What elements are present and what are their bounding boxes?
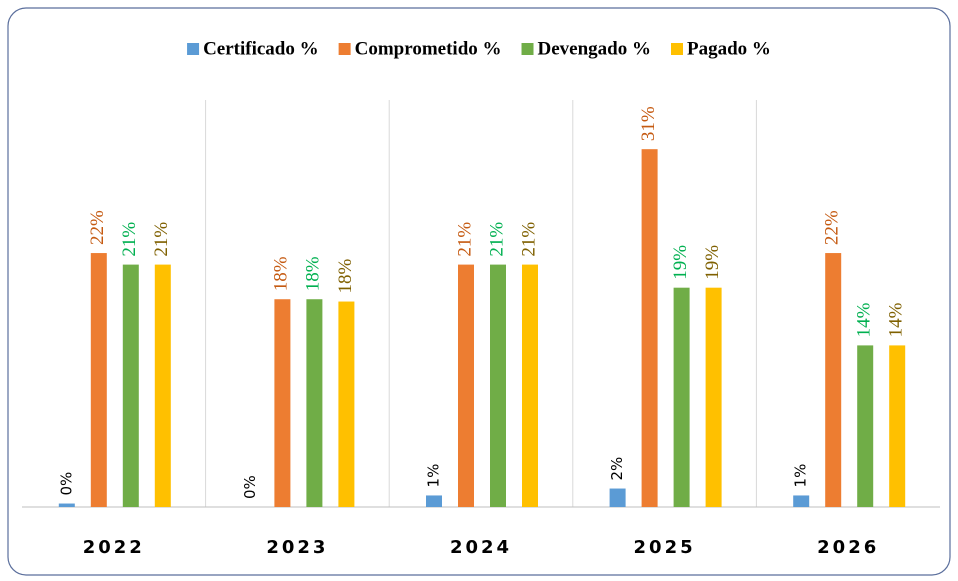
data-label: 19% — [670, 245, 691, 280]
x-tick-label: 2023 — [266, 537, 328, 558]
data-label: 21% — [518, 222, 539, 257]
bar — [58, 503, 75, 507]
data-label: 18% — [335, 259, 356, 294]
legend-label: Comprometido % — [355, 38, 502, 59]
bar — [274, 299, 291, 507]
legend-label: Certificado % — [203, 38, 319, 59]
data-label: 21% — [454, 222, 475, 257]
bar — [154, 264, 171, 507]
bar — [338, 301, 355, 507]
bar — [857, 345, 874, 507]
data-label: 21% — [151, 222, 172, 257]
data-label: 19% — [702, 245, 723, 280]
data-label: 31% — [638, 106, 659, 141]
data-label: 22% — [822, 210, 843, 245]
data-label: 18% — [303, 256, 324, 291]
data-label: 18% — [271, 256, 292, 291]
bar — [793, 495, 810, 507]
data-label: 22% — [87, 210, 108, 245]
bar — [825, 253, 842, 507]
data-label: 2% — [608, 457, 626, 481]
x-tick-label: 2024 — [450, 537, 512, 558]
data-label: 14% — [854, 302, 875, 337]
bar — [90, 253, 107, 507]
bar — [426, 495, 442, 507]
bar — [889, 345, 906, 507]
bar — [673, 287, 690, 507]
chart-frame — [7, 7, 951, 576]
data-label: 21% — [119, 222, 140, 257]
bar — [641, 149, 658, 507]
legend-swatch — [521, 43, 534, 55]
x-tick-label: 2026 — [817, 537, 879, 558]
data-label: 21% — [486, 222, 507, 257]
bar — [705, 287, 722, 507]
data-label: 14% — [886, 302, 907, 337]
bar — [522, 264, 538, 507]
x-tick-label: 2022 — [83, 537, 145, 558]
bar — [306, 299, 323, 507]
legend-label: Pagado % — [687, 38, 771, 59]
data-label: 1% — [425, 464, 443, 488]
legend-swatch — [671, 43, 683, 55]
data-label: 1% — [792, 464, 810, 488]
bar — [609, 488, 626, 507]
legend-label: Devengado % — [538, 38, 651, 59]
bar — [458, 264, 474, 507]
legend-swatch — [187, 43, 200, 55]
legend-swatch — [338, 43, 351, 55]
x-tick-label: 2025 — [634, 537, 696, 558]
data-label: 0% — [57, 472, 75, 496]
bar — [490, 264, 506, 507]
bar — [122, 264, 139, 507]
data-label: 0% — [241, 475, 259, 499]
